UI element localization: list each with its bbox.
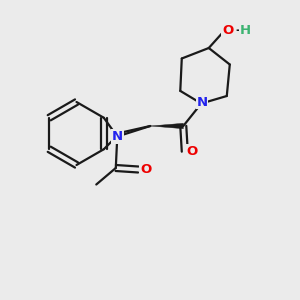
- Text: N: N: [196, 95, 208, 109]
- Polygon shape: [150, 123, 183, 129]
- Text: O: O: [187, 145, 198, 158]
- Text: N: N: [112, 130, 123, 143]
- Text: -: -: [235, 24, 240, 37]
- Text: O: O: [222, 24, 233, 37]
- Text: O: O: [140, 163, 152, 176]
- Text: H: H: [240, 24, 251, 37]
